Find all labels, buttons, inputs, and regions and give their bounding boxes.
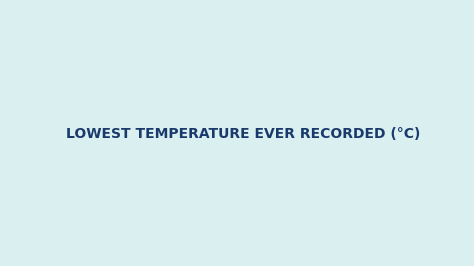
Text: LOWEST TEMPERATURE EVER RECORDED (°C): LOWEST TEMPERATURE EVER RECORDED (°C) bbox=[66, 127, 420, 141]
